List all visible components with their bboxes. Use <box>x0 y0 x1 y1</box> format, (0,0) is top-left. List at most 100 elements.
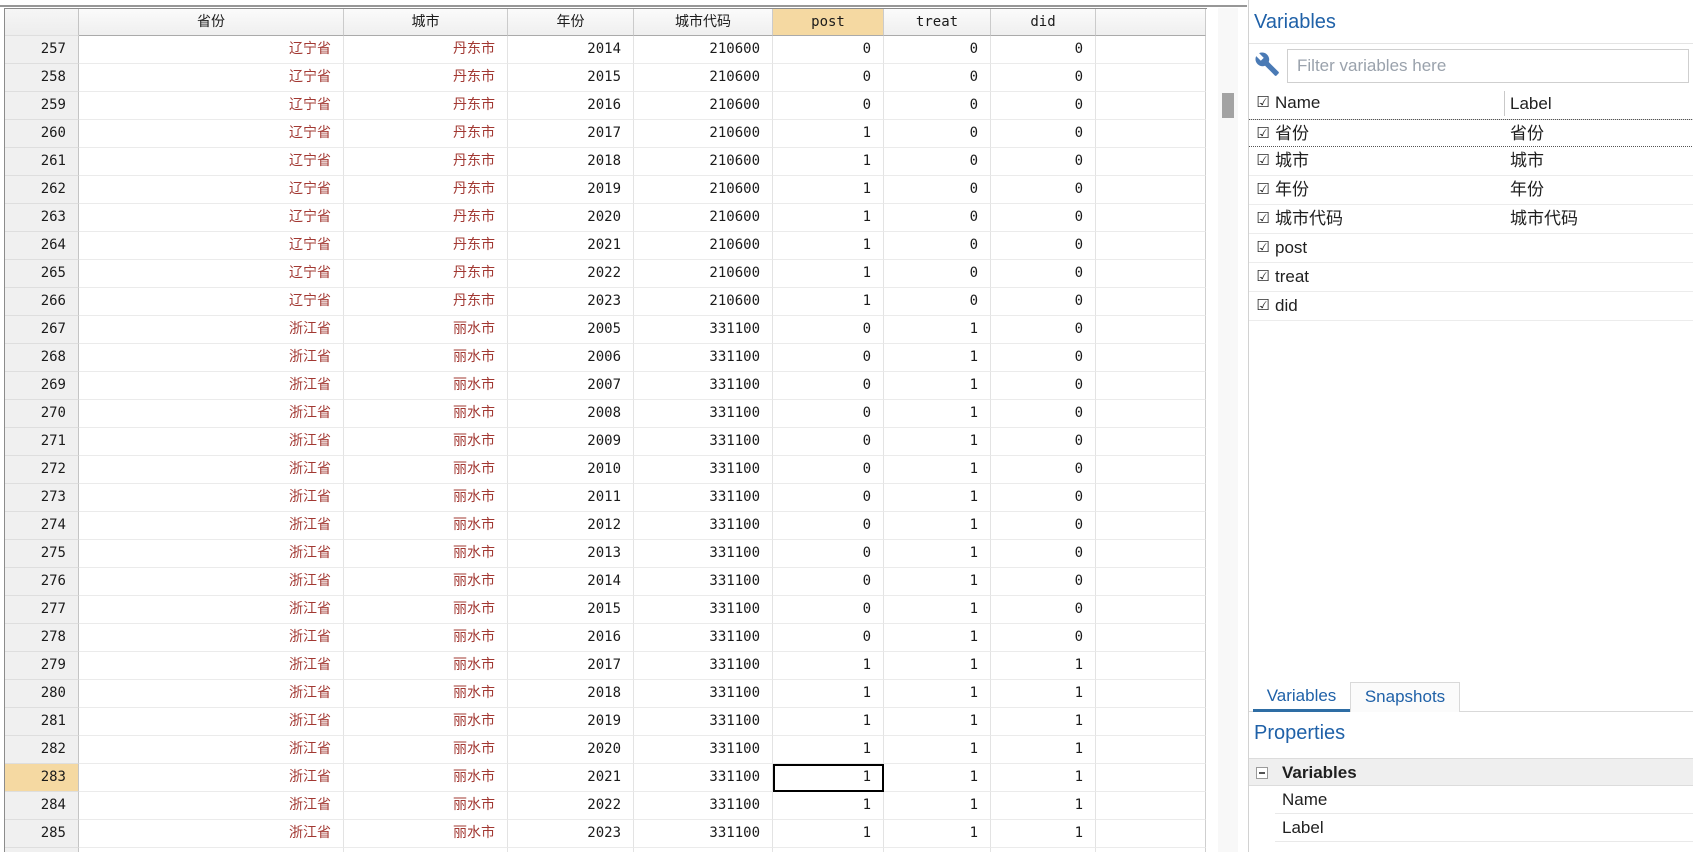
cell-year[interactable]: 2014 <box>508 36 634 64</box>
cell-code[interactable]: 331100 <box>634 484 773 512</box>
cell-post[interactable]: 1 <box>773 736 884 764</box>
cell-treat[interactable]: 1 <box>884 372 991 400</box>
cell-province[interactable]: 浙江省 <box>79 512 344 540</box>
cell-post[interactable]: 1 <box>773 820 884 848</box>
cell-province[interactable]: 辽宁省 <box>79 260 344 288</box>
cell-year[interactable]: 2021 <box>508 232 634 260</box>
variable-label[interactable]: 城市代码 <box>1510 209 1578 228</box>
cell-city[interactable]: 丹东市 <box>344 148 508 176</box>
cell-treat[interactable]: 1 <box>884 680 991 708</box>
cell-year[interactable]: 2007 <box>508 372 634 400</box>
cell-city[interactable]: 丹东市 <box>344 64 508 92</box>
cell-did[interactable]: 0 <box>991 456 1096 484</box>
cell-code[interactable]: 331100 <box>634 680 773 708</box>
cell-code[interactable]: 331100 <box>634 568 773 596</box>
cell-treat[interactable]: 1 <box>884 512 991 540</box>
cell-treat[interactable]: 1 <box>884 736 991 764</box>
cell-year[interactable]: 2014 <box>508 568 634 596</box>
variable-checkbox[interactable]: ☑ <box>1256 210 1270 227</box>
column-header-year[interactable]: 年份 <box>508 9 634 36</box>
row-number-cell[interactable]: 279 <box>5 652 79 680</box>
column-header-code[interactable]: 城市代码 <box>634 9 773 36</box>
cell-code[interactable]: 210600 <box>634 120 773 148</box>
cell-year[interactable]: 2005 <box>508 316 634 344</box>
cell-code[interactable]: 331100 <box>634 596 773 624</box>
cell-city[interactable]: 丽水市 <box>344 344 508 372</box>
cell-post[interactable]: 0 <box>773 484 884 512</box>
variable-name[interactable]: 省份 <box>1275 124 1309 143</box>
cell-post[interactable]: 0 <box>773 624 884 652</box>
row-number-cell[interactable]: 264 <box>5 232 79 260</box>
row-number-header[interactable] <box>5 9 79 36</box>
cell-city[interactable]: 丹东市 <box>344 204 508 232</box>
cell-province[interactable]: 辽宁省 <box>79 64 344 92</box>
cell-city[interactable]: 丽水市 <box>344 428 508 456</box>
cell-treat[interactable]: 0 <box>884 120 991 148</box>
row-number-cell[interactable]: 281 <box>5 708 79 736</box>
cell-province[interactable]: 浙江省 <box>79 540 344 568</box>
cell-province[interactable]: 浙江省 <box>79 428 344 456</box>
variable-label[interactable]: 年份 <box>1510 180 1544 199</box>
cell-year[interactable]: 2019 <box>508 176 634 204</box>
tab-variables[interactable]: Variables <box>1253 682 1350 712</box>
cell-treat[interactable]: 1 <box>884 792 991 820</box>
cell-year[interactable]: 2023 <box>508 288 634 316</box>
cell-city[interactable]: 丽水市 <box>344 596 508 624</box>
variable-checkbox[interactable]: ☑ <box>1256 239 1270 256</box>
cell-did[interactable]: 0 <box>991 428 1096 456</box>
cell-treat[interactable]: 1 <box>884 400 991 428</box>
cell-code[interactable]: 331100 <box>634 764 773 792</box>
cell-treat[interactable]: 0 <box>884 64 991 92</box>
cell-province[interactable]: 浙江省 <box>79 400 344 428</box>
cell-province[interactable]: 辽宁省 <box>79 92 344 120</box>
cell-post[interactable]: 0 <box>773 540 884 568</box>
row-number-cell[interactable]: 283 <box>5 764 79 792</box>
cell-city[interactable]: 丹东市 <box>344 288 508 316</box>
row-number-cell[interactable]: 276 <box>5 568 79 596</box>
variable-row-post[interactable]: ☑ post <box>1249 234 1693 263</box>
cell-did[interactable]: 0 <box>991 400 1096 428</box>
row-number-cell[interactable]: 271 <box>5 428 79 456</box>
cell-post[interactable]: 0 <box>773 400 884 428</box>
row-number-cell[interactable]: 258 <box>5 64 79 92</box>
column-header-did[interactable]: did <box>991 9 1096 36</box>
cell-code[interactable]: 331100 <box>634 512 773 540</box>
variable-row-省份[interactable]: ☑ 省份 省份 <box>1249 119 1693 147</box>
cell-year[interactable]: 2016 <box>508 624 634 652</box>
cell-treat[interactable]: 1 <box>884 540 991 568</box>
cell-code[interactable]: 331100 <box>634 820 773 848</box>
cell-treat[interactable]: 0 <box>884 288 991 316</box>
cell-province[interactable]: 浙江省 <box>79 820 344 848</box>
cell-province[interactable]: 浙江省 <box>79 708 344 736</box>
row-number-cell[interactable]: 280 <box>5 680 79 708</box>
cell-did[interactable]: 0 <box>991 512 1096 540</box>
cell-city[interactable]: 丹东市 <box>344 176 508 204</box>
cell-code[interactable]: 331100 <box>634 792 773 820</box>
cell-city[interactable]: 丽水市 <box>344 624 508 652</box>
cell-code[interactable]: 331100 <box>634 456 773 484</box>
cell-did[interactable]: 0 <box>991 316 1096 344</box>
cell-province[interactable]: 浙江省 <box>79 764 344 792</box>
cell-post[interactable]: 1 <box>773 792 884 820</box>
cell-year[interactable]: 2015 <box>508 64 634 92</box>
cell-code[interactable]: 210600 <box>634 64 773 92</box>
row-number-cell[interactable]: 284 <box>5 792 79 820</box>
cell-city[interactable]: 丽水市 <box>344 652 508 680</box>
cell-city[interactable]: 丽水市 <box>344 540 508 568</box>
cell-province[interactable]: 辽宁省 <box>79 176 344 204</box>
cell-treat[interactable]: 0 <box>884 92 991 120</box>
cell-post[interactable]: 1 <box>773 288 884 316</box>
cell-province[interactable]: 浙江省 <box>79 596 344 624</box>
cell-post[interactable]: 1 <box>773 120 884 148</box>
cell-did[interactable]: 0 <box>991 540 1096 568</box>
cell-year[interactable]: 2016 <box>508 92 634 120</box>
cell-code[interactable]: 210600 <box>634 204 773 232</box>
cell-year[interactable]: 2015 <box>508 596 634 624</box>
row-number-cell[interactable]: 285 <box>5 820 79 848</box>
label-column-header[interactable]: Label <box>1504 91 1552 116</box>
cell-post[interactable]: 0 <box>773 316 884 344</box>
cell-code[interactable]: 331100 <box>634 372 773 400</box>
cell-city[interactable]: 丽水市 <box>344 736 508 764</box>
cell-city[interactable]: 丽水市 <box>344 820 508 848</box>
variable-checkbox[interactable]: ☑ <box>1256 152 1270 169</box>
